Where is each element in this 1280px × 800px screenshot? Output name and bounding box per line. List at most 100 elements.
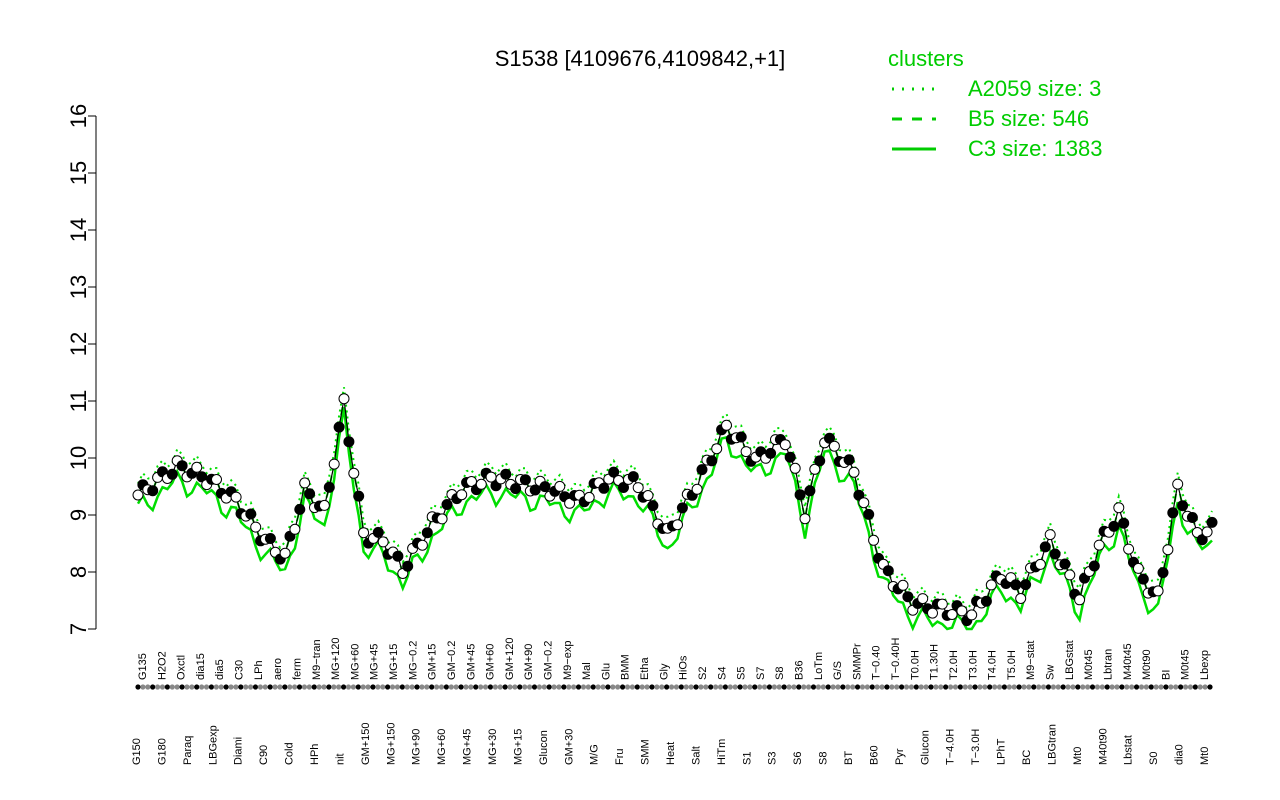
rug-mark bbox=[590, 684, 596, 690]
rug-mark bbox=[429, 684, 435, 690]
x-tick-label: C90 bbox=[258, 745, 270, 765]
rug-mark bbox=[247, 684, 254, 690]
rug-mark bbox=[1085, 684, 1091, 690]
rug-mark bbox=[952, 684, 959, 690]
x-tick-label: BI bbox=[1160, 670, 1172, 680]
rug-mark bbox=[154, 684, 161, 690]
rug-mark bbox=[1163, 684, 1169, 690]
rug-mark bbox=[277, 684, 283, 690]
rug-mark bbox=[566, 684, 572, 690]
rug-mark bbox=[1104, 684, 1110, 690]
y-tick-label: 16 bbox=[66, 104, 91, 128]
x-tick-label: H2O2 bbox=[156, 651, 168, 680]
rug-mark bbox=[659, 684, 665, 690]
data-point bbox=[1088, 560, 1100, 572]
legend-label: A2059 size: 3 bbox=[968, 76, 1101, 101]
rug-mark bbox=[292, 684, 298, 690]
rug-mark bbox=[747, 684, 753, 690]
rug-mark bbox=[992, 684, 998, 690]
rug-mark bbox=[463, 684, 469, 690]
rug-mark bbox=[507, 684, 513, 690]
x-tick-label: Heat bbox=[665, 742, 677, 765]
rug-mark bbox=[987, 684, 993, 690]
rug-mark bbox=[1202, 684, 1208, 690]
rug-mark bbox=[331, 684, 337, 690]
x-tick-label: G150 bbox=[131, 738, 143, 765]
rug-mark bbox=[1129, 684, 1135, 690]
data-point bbox=[956, 605, 968, 617]
rug-mark bbox=[996, 684, 1003, 690]
x-tick-label: Mt0 bbox=[1072, 747, 1084, 765]
data-point bbox=[598, 482, 610, 494]
rug-mark bbox=[678, 684, 684, 690]
rug-mark bbox=[1080, 684, 1086, 690]
x-tick-label: GM+120 bbox=[504, 638, 516, 681]
rug-mark bbox=[365, 684, 371, 690]
rug-mark bbox=[761, 684, 768, 690]
rug-mark bbox=[806, 684, 812, 690]
data-point bbox=[980, 595, 992, 607]
rug-mark bbox=[438, 684, 445, 690]
rug-mark bbox=[1192, 684, 1198, 690]
x-tick-label: Glucon bbox=[538, 730, 550, 765]
rug-mark bbox=[385, 684, 391, 690]
x-tick-label: BT bbox=[843, 751, 855, 765]
rug-mark bbox=[414, 684, 420, 690]
x-tick-label: LoTm bbox=[813, 652, 825, 680]
x-tick-label: S8 bbox=[818, 752, 830, 765]
rug-mark bbox=[194, 684, 200, 690]
data-point bbox=[735, 431, 747, 443]
rug-mark bbox=[1187, 684, 1194, 690]
y-tick-label: 10 bbox=[66, 446, 91, 470]
rug-mark bbox=[933, 684, 939, 690]
x-tick-label: ferm bbox=[291, 658, 303, 680]
rug-mark bbox=[561, 684, 567, 690]
rug-mark bbox=[820, 684, 826, 690]
data-point bbox=[529, 484, 541, 496]
rug-mark bbox=[159, 684, 166, 690]
x-axis: G135 H2O2 Oxctl dia15 dia5 C30 LPh aero ferm M9−t… bbox=[131, 637, 1213, 765]
x-tick-label: HiOs bbox=[678, 655, 690, 680]
rug-mark bbox=[634, 684, 640, 690]
data-point bbox=[1044, 529, 1056, 541]
x-tick-label: MG+15 bbox=[388, 644, 400, 680]
data-point bbox=[1113, 502, 1125, 514]
rug-mark bbox=[287, 684, 293, 690]
data-point bbox=[711, 443, 723, 455]
x-tick-label: Lbtran bbox=[1102, 649, 1114, 680]
x-tick-label: S7 bbox=[755, 667, 767, 680]
x-tick-label: HiTm bbox=[716, 739, 728, 765]
rug-mark bbox=[1045, 684, 1052, 690]
rug-mark bbox=[1070, 684, 1076, 690]
rug-mark bbox=[243, 684, 249, 690]
rug-mark bbox=[1001, 684, 1008, 690]
x-tick-label: S6 bbox=[792, 752, 804, 765]
rug-mark bbox=[233, 684, 239, 690]
x-tick-label: S8 bbox=[774, 667, 786, 680]
data-point bbox=[1123, 543, 1135, 555]
rug-mark bbox=[683, 684, 689, 690]
data-point bbox=[250, 521, 262, 533]
x-tick-label: Cold bbox=[284, 742, 296, 765]
data-point bbox=[1172, 478, 1184, 490]
rug-mark bbox=[321, 684, 327, 690]
data-point bbox=[500, 468, 512, 480]
rug-mark bbox=[1178, 684, 1184, 690]
data-point bbox=[1074, 594, 1086, 606]
rug-mark bbox=[1143, 684, 1149, 690]
rug-mark bbox=[389, 684, 396, 690]
x-tick-label: GM−0.2 bbox=[446, 641, 458, 680]
rug-mark bbox=[869, 684, 875, 690]
rug-mark bbox=[688, 684, 694, 690]
data-point bbox=[358, 527, 370, 539]
x-tick-label: BC bbox=[1021, 750, 1033, 765]
rug-mark bbox=[649, 684, 655, 690]
rug-mark bbox=[840, 684, 846, 690]
data-point bbox=[1020, 579, 1032, 591]
data-point bbox=[882, 565, 894, 577]
data-point bbox=[647, 500, 659, 512]
rug-mark bbox=[223, 684, 229, 690]
data-point bbox=[843, 454, 855, 466]
rug-mark bbox=[1016, 684, 1022, 690]
